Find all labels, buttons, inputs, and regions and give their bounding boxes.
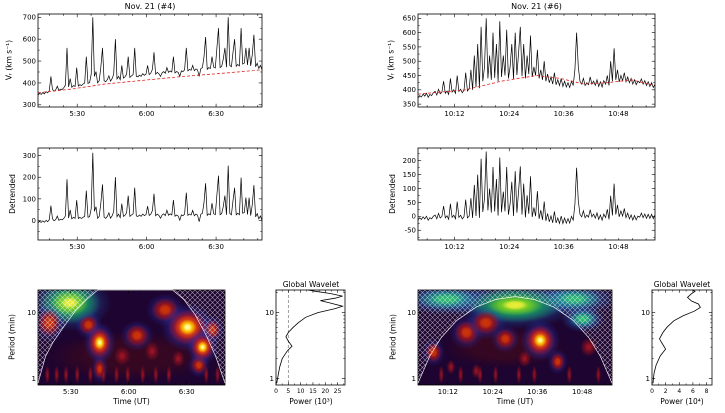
svg-text:8: 8 — [705, 388, 709, 395]
svg-text:150: 150 — [403, 171, 416, 179]
svg-text:300: 300 — [23, 101, 36, 109]
svg-text:10:24: 10:24 — [499, 110, 520, 118]
svg-text:550: 550 — [403, 43, 416, 51]
svg-text:10: 10 — [297, 388, 305, 395]
svg-text:10:36: 10:36 — [554, 110, 575, 118]
svg-text:0: 0 — [32, 217, 36, 225]
svg-text:1: 1 — [646, 375, 650, 383]
svg-text:300: 300 — [23, 152, 36, 160]
svg-text:6: 6 — [691, 388, 695, 395]
svg-text:10:12: 10:12 — [444, 110, 464, 118]
panel-title-right: Nov. 21 (#6) — [511, 2, 562, 11]
svg-text:0: 0 — [274, 388, 278, 395]
svg-text:25: 25 — [334, 388, 342, 395]
svg-text:15: 15 — [309, 388, 317, 395]
svg-text:6:30: 6:30 — [179, 388, 195, 396]
svg-text:5:30: 5:30 — [69, 110, 85, 118]
svg-text:2: 2 — [664, 388, 668, 395]
panel-title-left: Nov. 21 (#4) — [124, 2, 176, 11]
y-axis-label-vr-left: Vᵣ (km s⁻¹) — [4, 39, 14, 81]
svg-text:0: 0 — [412, 213, 416, 221]
global-wavelet-title-left: Global Wavelet — [282, 280, 340, 289]
svg-text:20: 20 — [321, 388, 329, 395]
svg-text:10:36: 10:36 — [527, 388, 548, 396]
svg-text:10:24: 10:24 — [483, 388, 504, 396]
svg-text:10:48: 10:48 — [608, 243, 628, 251]
svg-text:0: 0 — [650, 388, 654, 395]
svg-text:5: 5 — [286, 388, 290, 395]
svg-text:600: 600 — [403, 29, 416, 37]
svg-text:200: 200 — [23, 174, 36, 182]
svg-text:5:30: 5:30 — [63, 388, 79, 396]
y-axis-label-detrended-right: Detrended — [388, 174, 397, 214]
svg-text:1: 1 — [412, 375, 416, 383]
svg-text:450: 450 — [403, 72, 416, 80]
x-axis-label-time-left: Time (UT) — [113, 397, 150, 406]
svg-text:400: 400 — [403, 86, 416, 94]
svg-text:10:48: 10:48 — [572, 388, 592, 396]
y-axis-label-period-left: Period (min) — [7, 314, 17, 360]
svg-text:4: 4 — [677, 388, 681, 395]
svg-text:10: 10 — [641, 309, 650, 317]
svg-text:10: 10 — [265, 309, 274, 317]
svg-text:6:00: 6:00 — [139, 243, 155, 251]
svg-text:700: 700 — [23, 14, 36, 22]
x-axis-label-power-right: Power (10⁴) — [660, 397, 704, 406]
svg-text:50: 50 — [407, 199, 416, 207]
svg-text:6:30: 6:30 — [208, 110, 224, 118]
svg-text:10:12: 10:12 — [438, 388, 458, 396]
svg-text:10:48: 10:48 — [608, 110, 628, 118]
y-axis-label-detrended-left: Detrended — [8, 174, 17, 214]
svg-text:1: 1 — [32, 375, 36, 383]
svg-text:6:00: 6:00 — [121, 388, 137, 396]
svg-text:10:12: 10:12 — [444, 243, 464, 251]
svg-text:350: 350 — [403, 101, 416, 109]
svg-text:10: 10 — [407, 309, 416, 317]
svg-text:500: 500 — [403, 58, 416, 66]
svg-text:1: 1 — [270, 375, 274, 383]
svg-text:200: 200 — [403, 157, 416, 165]
svg-text:10: 10 — [27, 309, 36, 317]
svg-text:100: 100 — [403, 185, 416, 193]
global-wavelet-title-right: Global Wavelet — [653, 280, 711, 289]
svg-text:500: 500 — [23, 57, 36, 65]
svg-text:400: 400 — [23, 79, 36, 87]
svg-text:600: 600 — [23, 36, 36, 44]
svg-text:10:24: 10:24 — [499, 243, 520, 251]
svg-text:6:30: 6:30 — [208, 243, 224, 251]
y-axis-label-period-right: Period (min) — [388, 314, 398, 360]
svg-text:650: 650 — [403, 15, 416, 23]
x-axis-label-time-right: Time (UT) — [496, 397, 534, 406]
y-axis-label-vr-right: Vᵣ (km s⁻¹) — [386, 39, 396, 81]
svg-text:6:00: 6:00 — [139, 110, 155, 118]
svg-text:10:36: 10:36 — [554, 243, 575, 251]
svg-text:5:30: 5:30 — [69, 243, 85, 251]
x-axis-label-power-left: Power (10³) — [289, 397, 333, 406]
svg-text:-50: -50 — [405, 227, 416, 235]
svg-text:100: 100 — [23, 195, 36, 203]
